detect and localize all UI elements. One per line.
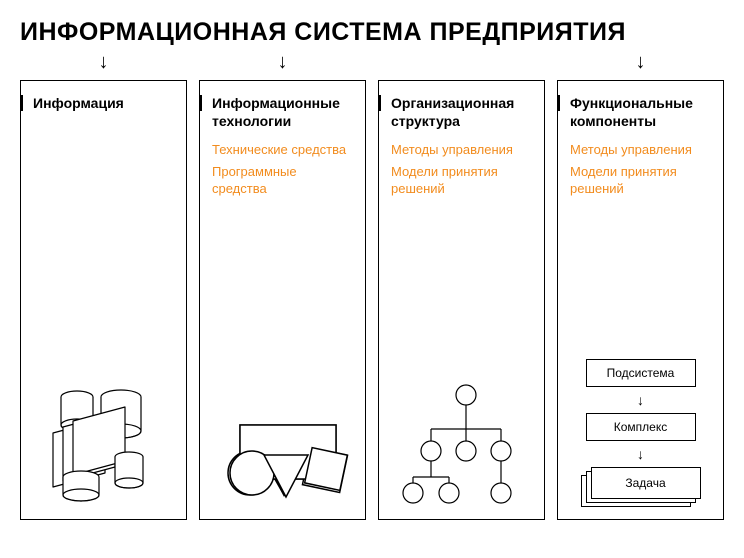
column-title: Информация — [33, 95, 174, 113]
flow-box-complex: Комплекс — [586, 413, 696, 441]
columns: Информация — [20, 80, 724, 520]
column-items: Технические средства Программные средств… — [212, 142, 353, 197]
column-org-structure: Организационная структура Методы управле… — [378, 80, 545, 520]
page-title: ИНФОРМАЦИОННАЯ СИСТЕМА ПРЕДПРИЯТИЯ — [20, 18, 724, 47]
list-item: Модели принятия решений — [391, 164, 532, 197]
list-item: Программные средства — [212, 164, 353, 197]
column-items: Методы управления Модели принятия решени… — [391, 142, 532, 197]
flow-box-subsystem: Подсистема — [586, 359, 696, 387]
arrows-row: ↓ ↓ ↓ ↓ — [20, 51, 724, 74]
list-item: Модели принятия решений — [570, 164, 711, 197]
arrow-down-icon: ↓ — [199, 51, 366, 74]
list-item: Методы управления — [391, 142, 532, 158]
org-tree-icon — [379, 365, 544, 519]
column-information: Информация — [20, 80, 187, 520]
column-title: Информационные технологии — [212, 95, 353, 130]
flow-box-task: Задача — [591, 467, 701, 499]
shapes-icon — [200, 405, 365, 519]
column-items: Методы управления Модели принятия решени… — [570, 142, 711, 197]
arrow-down-icon: ↓ — [637, 447, 644, 461]
list-item: Методы управления — [570, 142, 711, 158]
arrow-down-icon: ↓ — [637, 393, 644, 407]
data-stack-icon — [21, 365, 186, 519]
column-it: Информационные технологии Технические ср… — [199, 80, 366, 520]
arrow-down-icon: ↓ — [557, 51, 724, 74]
flow-box-task-stack: Задача — [581, 467, 701, 507]
column-title: Организационная структура — [391, 95, 532, 130]
column-functional: Функциональные компоненты Методы управле… — [557, 80, 724, 520]
arrow-down-icon: ↓ — [20, 51, 187, 74]
list-item: Технические средства — [212, 142, 353, 158]
column-title: Функциональные компоненты — [570, 95, 711, 130]
flow-diagram: Подсистема ↓ Комплекс ↓ Задача — [558, 359, 723, 507]
